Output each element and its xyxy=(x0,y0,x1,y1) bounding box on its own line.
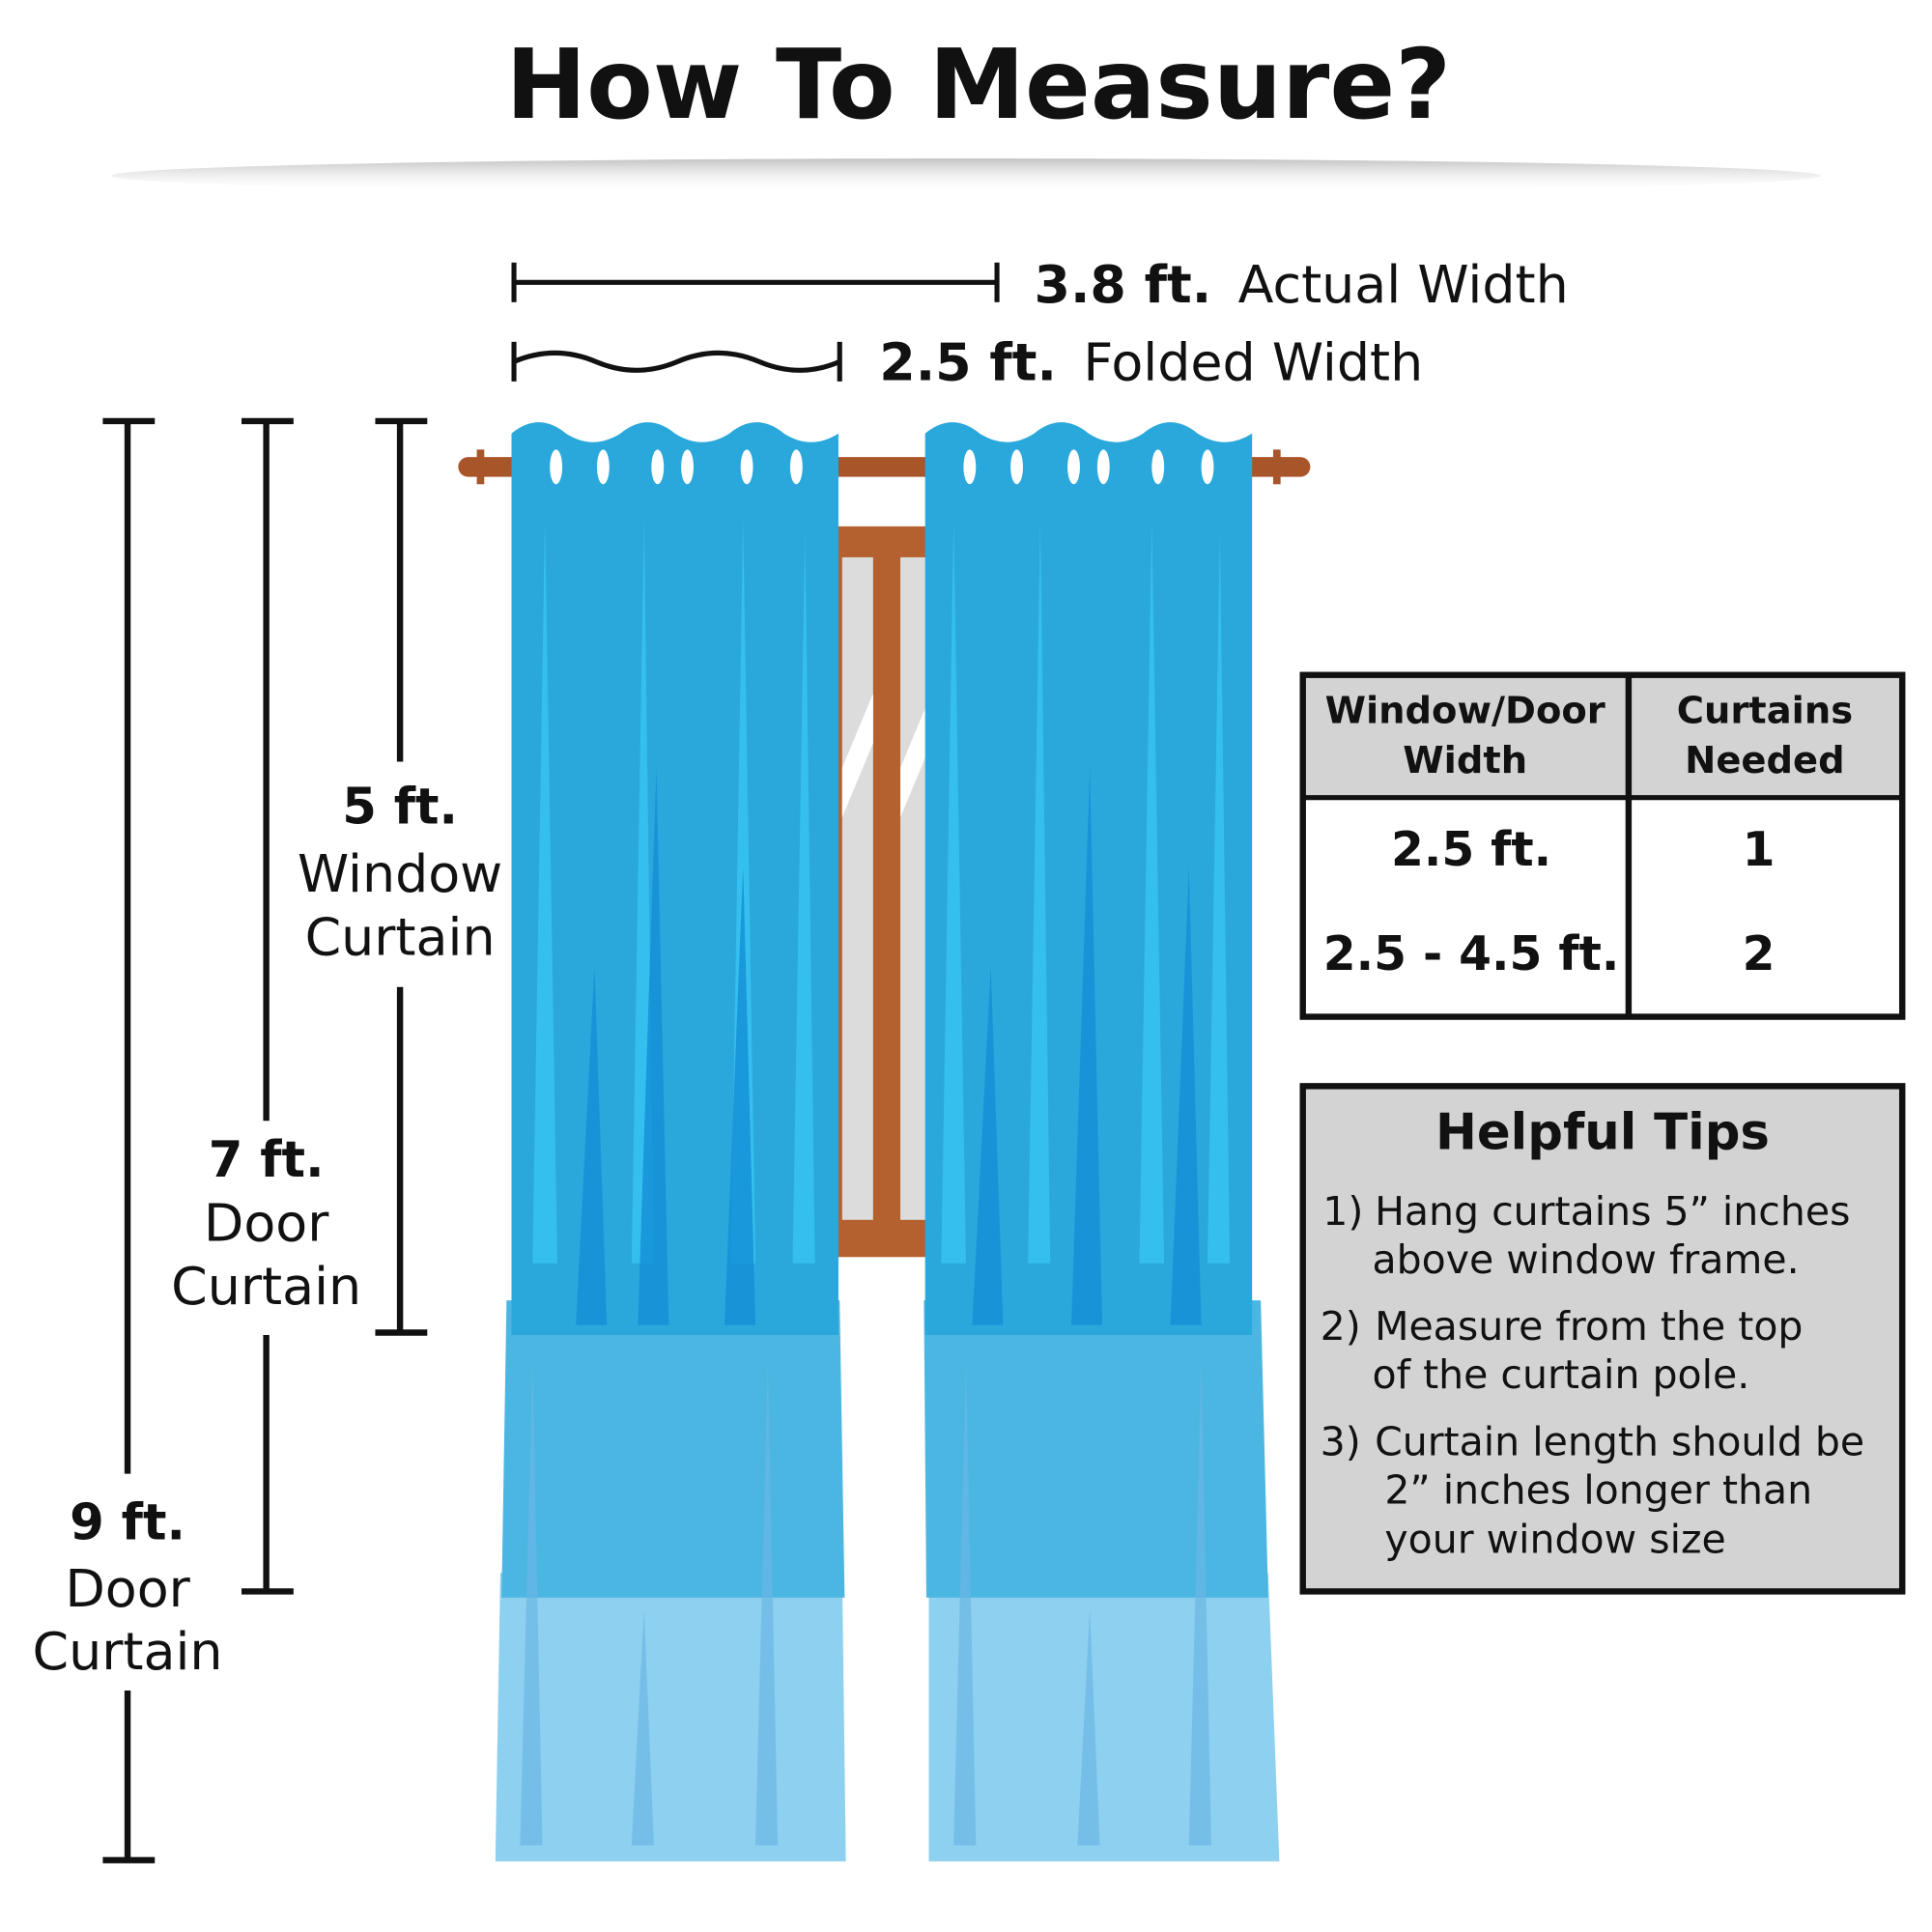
svg-text:5 ft.: 5 ft. xyxy=(342,779,458,837)
svg-text:1): 1) xyxy=(1322,1188,1363,1235)
svg-text:Curtain: Curtain xyxy=(33,1621,223,1682)
svg-text:2” inches longer than: 2” inches longer than xyxy=(1384,1466,1812,1513)
height-label-5ft: 5 ft. Window Curtain xyxy=(298,779,502,968)
svg-text:Needed: Needed xyxy=(1685,739,1844,782)
svg-text:2.5 - 4.5 ft.: 2.5 - 4.5 ft. xyxy=(1323,927,1620,981)
tip-item: 2) Measure from the top of the curtain p… xyxy=(1321,1303,1804,1398)
folded-width-value: 2.5 ft. xyxy=(879,332,1057,393)
page-title: How To Measure? xyxy=(505,28,1451,141)
svg-text:Door: Door xyxy=(204,1193,329,1254)
height-label-7ft: 7 ft. Door Curtain xyxy=(171,1131,361,1317)
svg-text:above window frame.: above window frame. xyxy=(1373,1236,1800,1283)
svg-text:2.5 ft. Folded Width: 2.5 ft. Folded Width xyxy=(879,332,1423,393)
svg-text:Hang curtains 5” inches: Hang curtains 5” inches xyxy=(1375,1188,1850,1235)
svg-text:3.8 ft. Actual Width: 3.8 ft. Actual Width xyxy=(1035,254,1569,315)
svg-text:2): 2) xyxy=(1321,1303,1361,1350)
tips-title: Helpful Tips xyxy=(1435,1104,1770,1162)
svg-text:2: 2 xyxy=(1743,927,1776,981)
actual-width-label: Actual Width xyxy=(1238,254,1569,315)
svg-text:2.5 ft.: 2.5 ft. xyxy=(1391,823,1551,877)
svg-text:9 ft.: 9 ft. xyxy=(70,1494,185,1552)
svg-text:Door: Door xyxy=(65,1558,190,1619)
svg-text:Window/Door: Window/Door xyxy=(1325,690,1605,733)
folded-width-label: Folded Width xyxy=(1083,332,1423,393)
curtains-needed-table: Window/Door Width Curtains Needed 2.5 ft… xyxy=(1299,671,1906,1020)
height-indicators xyxy=(102,417,428,1863)
tip-item: 1) Hang curtains 5” inches above window … xyxy=(1322,1188,1850,1283)
actual-width-indicator xyxy=(511,262,1000,302)
svg-text:Measure from the top: Measure from the top xyxy=(1375,1303,1803,1350)
helpful-tips-box: Helpful Tips 1) Hang curtains 5” inches … xyxy=(1299,1083,1906,1595)
curtain-right xyxy=(923,422,1280,1861)
tip-item: 3) Curtain length should be 2” inches lo… xyxy=(1321,1418,1865,1562)
svg-text:your window size: your window size xyxy=(1384,1517,1725,1563)
svg-text:Curtain: Curtain xyxy=(305,906,496,967)
svg-text:Curtain length should be: Curtain length should be xyxy=(1375,1418,1864,1464)
actual-width-value: 3.8 ft. xyxy=(1035,254,1212,315)
curtain-left xyxy=(495,422,846,1861)
svg-text:Window: Window xyxy=(298,843,502,904)
svg-text:7 ft.: 7 ft. xyxy=(209,1131,325,1189)
svg-text:of the curtain pole.: of the curtain pole. xyxy=(1373,1351,1750,1398)
folded-width-indicator xyxy=(511,341,842,382)
height-label-9ft: 9 ft. Door Curtain xyxy=(33,1494,223,1683)
svg-text:Width: Width xyxy=(1403,739,1527,782)
svg-text:1: 1 xyxy=(1743,823,1776,877)
svg-text:3): 3) xyxy=(1321,1418,1361,1464)
table-row: 2.5 - 4.5 ft. 2 xyxy=(1323,927,1776,981)
title-shadow xyxy=(111,158,1821,193)
table-row: 2.5 ft. 1 xyxy=(1391,823,1775,877)
table-header: Window/Door Width Curtains Needed xyxy=(1325,690,1854,782)
svg-text:Curtains: Curtains xyxy=(1677,690,1853,733)
svg-text:Curtain: Curtain xyxy=(171,1256,361,1317)
